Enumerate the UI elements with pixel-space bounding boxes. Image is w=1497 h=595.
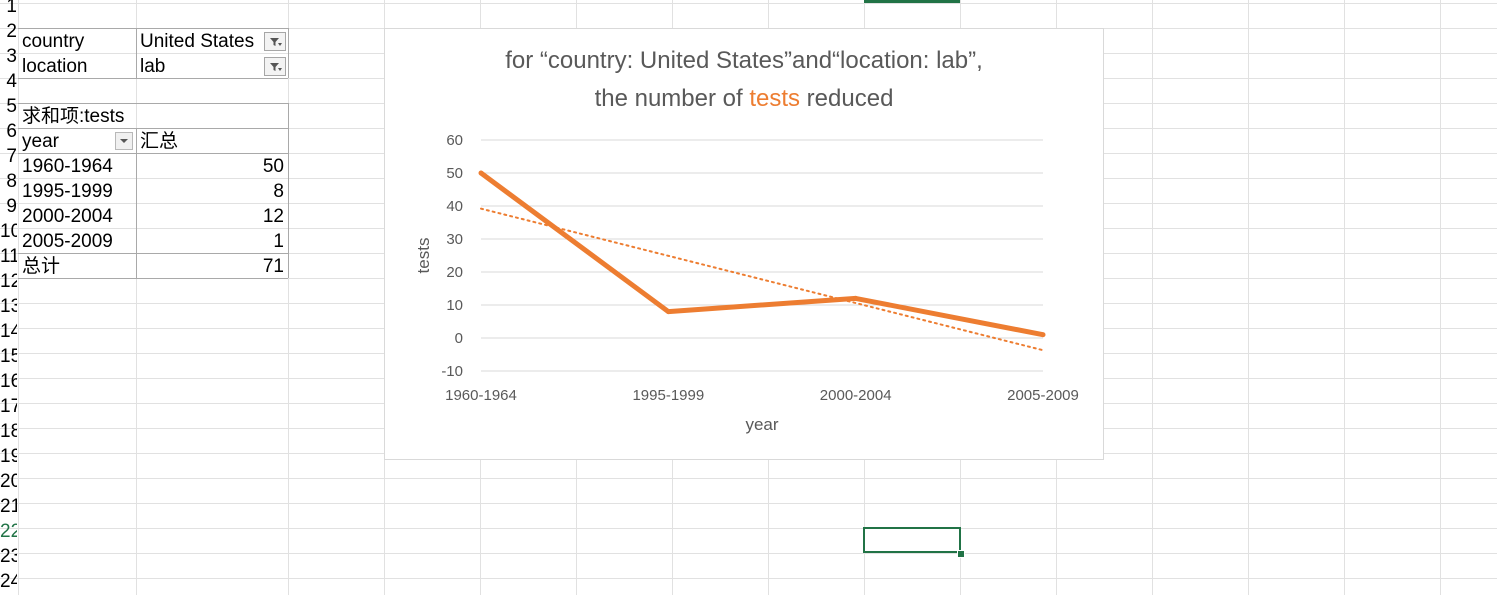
x-tick-label: 1995-1999 bbox=[632, 387, 704, 404]
data-point bbox=[665, 309, 671, 315]
y-tick-label: 60 bbox=[446, 132, 463, 149]
chart-title-suffix: reduced bbox=[800, 85, 894, 112]
selected-cell[interactable] bbox=[863, 527, 961, 553]
chart-area[interactable]: for “country: United States”and“location… bbox=[384, 28, 1104, 460]
active-column-marker bbox=[864, 0, 960, 3]
x-tick-label: 2000-2004 bbox=[820, 387, 892, 404]
row-header-dropdown[interactable] bbox=[115, 132, 133, 150]
row-number[interactable]: 19 bbox=[0, 446, 17, 467]
chart-title-line1: for “country: United States”and“location… bbox=[505, 47, 983, 74]
y-axis-title: tests bbox=[414, 238, 433, 274]
row-number[interactable]: 10 bbox=[0, 221, 17, 242]
filter-dropdown-country[interactable] bbox=[264, 32, 286, 51]
row-number[interactable]: 13 bbox=[0, 296, 17, 317]
pivot-row-value: 50 bbox=[262, 156, 284, 177]
row-number[interactable]: 18 bbox=[0, 421, 17, 442]
row-number[interactable]: 6 bbox=[6, 121, 17, 142]
row-number[interactable]: 21 bbox=[0, 496, 17, 517]
row-number[interactable]: 20 bbox=[0, 471, 17, 492]
fill-handle[interactable] bbox=[957, 550, 965, 558]
pivot-col-header: 汇总 bbox=[140, 131, 179, 152]
chart-title-prefix: the number of bbox=[594, 85, 750, 112]
pivot-row-label: 1995-1999 bbox=[22, 181, 113, 202]
row-number[interactable]: 24 bbox=[0, 571, 17, 592]
row-number[interactable]: 3 bbox=[6, 46, 17, 67]
row-number[interactable]: 8 bbox=[6, 171, 17, 192]
pivot-row-value: 12 bbox=[262, 206, 284, 227]
pivot-total-value: 71 bbox=[262, 256, 284, 277]
pivot-row-label: 1960-1964 bbox=[22, 156, 113, 177]
data-point bbox=[1040, 332, 1046, 338]
row-number[interactable]: 5 bbox=[6, 96, 17, 117]
x-tick-label: 1960-1964 bbox=[445, 387, 517, 404]
filter-field-location: location bbox=[22, 56, 88, 77]
y-tick-label: -10 bbox=[441, 363, 463, 380]
chart-title-line2: the number of tests reduced bbox=[385, 85, 1103, 113]
filter-field-country: country bbox=[22, 31, 85, 52]
row-number[interactable]: 11 bbox=[0, 246, 17, 267]
row-number[interactable]: 14 bbox=[0, 321, 17, 342]
row-number[interactable]: 17 bbox=[0, 396, 17, 417]
row-number[interactable]: 12 bbox=[0, 271, 17, 292]
line-chart: -10 0 10 20 30 40 50 60 1960-1964 1995-1999 2000-2… bbox=[414, 132, 1079, 434]
chevron-down-icon bbox=[120, 139, 128, 143]
chart-title-highlight: tests bbox=[749, 85, 801, 112]
data-point bbox=[853, 295, 859, 301]
row-number[interactable]: 22 bbox=[0, 521, 17, 542]
data-point bbox=[478, 170, 484, 176]
row-number[interactable]: 1 bbox=[6, 0, 17, 17]
y-tick-label: 40 bbox=[446, 198, 463, 215]
row-number[interactable]: 2 bbox=[6, 21, 17, 42]
x-tick-label: 2005-2009 bbox=[1007, 387, 1079, 404]
y-tick-label: 20 bbox=[446, 264, 463, 281]
pivot-row-header: year bbox=[22, 131, 59, 152]
pivot-row-value: 1 bbox=[273, 231, 284, 252]
pivot-total-label: 总计 bbox=[22, 256, 61, 277]
series-line bbox=[479, 170, 1044, 338]
row-number[interactable]: 23 bbox=[0, 546, 17, 567]
x-axis-title: year bbox=[745, 415, 778, 434]
y-tick-label: 50 bbox=[446, 165, 463, 182]
filter-funnel-icon bbox=[270, 63, 282, 71]
row-number[interactable]: 16 bbox=[0, 371, 17, 392]
pivot-row-label: 2000-2004 bbox=[22, 206, 113, 227]
y-tick-label: 30 bbox=[446, 231, 463, 248]
filter-funnel-icon bbox=[270, 38, 282, 46]
filter-value-location: lab bbox=[140, 56, 166, 77]
row-number[interactable]: 7 bbox=[6, 146, 17, 167]
row-number[interactable]: 15 bbox=[0, 346, 17, 367]
trendline bbox=[480, 207, 1044, 352]
pivot-row-label: 2005-2009 bbox=[22, 231, 113, 252]
y-tick-label: 0 bbox=[455, 330, 463, 347]
row-number[interactable]: 9 bbox=[6, 196, 17, 217]
y-tick-label: 10 bbox=[446, 297, 463, 314]
row-number[interactable]: 4 bbox=[6, 71, 17, 92]
pivot-value-label: 求和项:tests bbox=[22, 106, 125, 127]
filter-dropdown-location[interactable] bbox=[264, 57, 286, 76]
filter-value-country: United States bbox=[140, 31, 255, 52]
pivot-row-value: 8 bbox=[273, 181, 284, 202]
